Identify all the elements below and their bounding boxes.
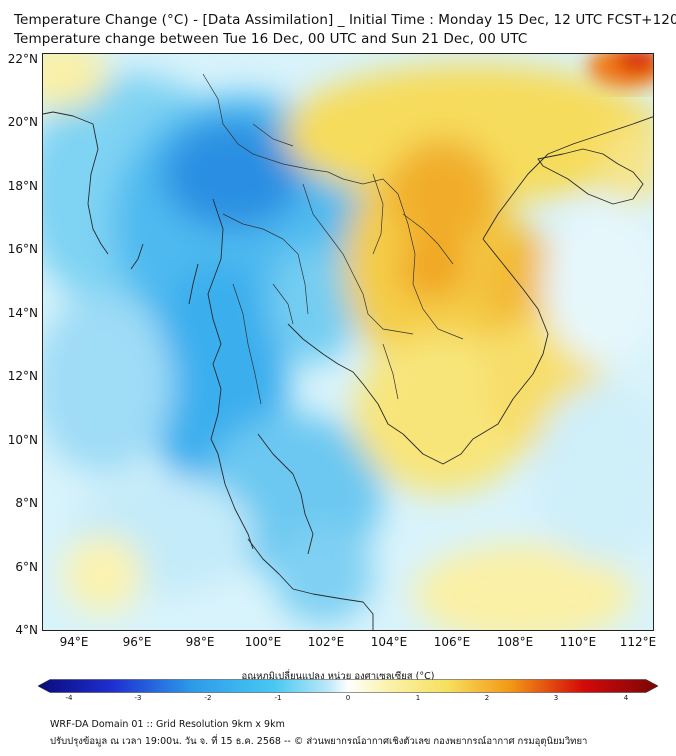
map-subtitle: Temperature change between Tue 16 Dec, 0… — [14, 31, 528, 47]
colorbar-tick: 3 — [553, 694, 559, 702]
lon-label: 94°E — [59, 635, 89, 649]
map-field — [43, 54, 653, 630]
map-title: Temperature Change (°C) - [Data Assimila… — [14, 12, 676, 28]
lon-label: 110°E — [559, 635, 597, 649]
lat-label: 8°N — [15, 496, 38, 510]
lat-label: 14°N — [7, 306, 38, 320]
colorbar-tick: -2 — [204, 694, 212, 702]
lon-label: 108°E — [496, 635, 534, 649]
lon-label: 96°E — [122, 635, 152, 649]
lon-label: 104°E — [370, 635, 408, 649]
lon-label: 112°E — [619, 635, 657, 649]
lat-label: 6°N — [15, 560, 38, 574]
lat-label: 18°N — [7, 179, 38, 193]
footer-update-info: ปรับปรุงข้อมูล ณ เวลา 19:00น. วัน จ. ที่… — [50, 736, 588, 747]
lat-label: 16°N — [7, 242, 38, 256]
lon-label: 98°E — [185, 635, 215, 649]
temperature-field — [43, 54, 653, 630]
colorbar-tick: -4 — [65, 694, 73, 702]
colorbar-tick: 0 — [345, 694, 351, 702]
temperature-change-map — [42, 53, 654, 631]
lon-label: 100°E — [244, 635, 282, 649]
hot-spot-northeast — [588, 54, 653, 88]
lat-label: 12°N — [7, 369, 38, 383]
lat-label: 10°N — [7, 433, 38, 447]
colorbar-tick: -1 — [274, 694, 282, 702]
lon-label: 106°E — [433, 635, 471, 649]
lat-label: 20°N — [7, 115, 38, 129]
colorbar-gradient — [38, 679, 658, 693]
colorbar-tick: -3 — [134, 694, 142, 702]
footer-model-info: WRF-DA Domain 01 :: Grid Resolution 9km … — [50, 719, 285, 730]
lon-label: 102°E — [307, 635, 345, 649]
colorbar-tick: 2 — [484, 694, 490, 702]
coastlines — [43, 111, 653, 630]
colorbar-tick: 4 — [623, 694, 629, 702]
colorbar-tick: 1 — [415, 694, 421, 702]
colorbar — [38, 679, 658, 693]
lat-label: 4°N — [15, 623, 38, 637]
country-borders — [202, 73, 464, 405]
colorbar-label: อุณหภูมิเปลี่ยนแปลง หน่วย องศาเซลเซียส (… — [241, 671, 435, 682]
lat-label: 22°N — [7, 52, 38, 66]
